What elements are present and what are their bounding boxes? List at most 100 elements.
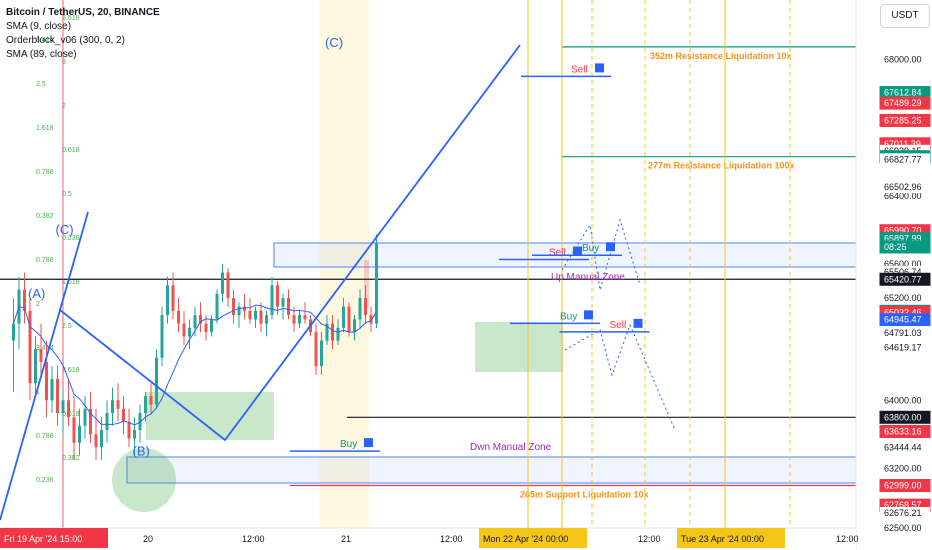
price-tag-bg	[880, 153, 930, 166]
price-tick: 65200.00	[884, 293, 922, 303]
indicator-sma89[interactable]: SMA (89, close)	[6, 49, 77, 60]
price-tag-bg	[879, 240, 931, 254]
candle-body	[100, 430, 103, 448]
fib-label: 1.618	[62, 279, 80, 286]
candle-body	[210, 319, 213, 333]
down-zone-box	[126, 456, 857, 484]
candle-body	[78, 425, 81, 443]
candle-body	[369, 315, 373, 324]
fib-label: 3.414	[36, 37, 54, 44]
candle-body	[182, 323, 186, 337]
indicator-orderblock[interactable]: Orderblock_v06 (300, 0, 2)	[6, 35, 125, 46]
candle-body	[155, 357, 158, 405]
fib-label: 2	[62, 103, 66, 110]
candle-body	[94, 434, 98, 448]
price-tag-bg	[879, 113, 931, 127]
candle-body	[259, 310, 263, 324]
candle-body	[193, 315, 197, 328]
price-tag: 65032.46	[884, 307, 922, 317]
candle-body	[287, 298, 290, 316]
time-tag-bg	[677, 528, 785, 548]
orderblock-red	[364, 260, 369, 308]
session-highlight	[319, 0, 369, 528]
candle-body	[265, 315, 268, 324]
price-tag-bg	[879, 272, 931, 286]
fib-label: 1.618	[36, 125, 54, 132]
candle-body	[171, 285, 175, 311]
candle-body	[270, 285, 274, 316]
fib-label: 0.236	[36, 477, 54, 484]
time-tag-bg	[479, 528, 587, 548]
fib-label: 3.618	[62, 15, 80, 22]
price-tag-bg	[880, 441, 930, 454]
candle-body	[105, 413, 109, 431]
price-tick: 64000.00	[884, 395, 922, 405]
candle-body	[23, 289, 26, 311]
fib-label: 3	[62, 59, 66, 66]
price-tag: 64945.47	[884, 315, 922, 325]
candle-body	[221, 272, 224, 294]
time-tick: 12:00	[440, 534, 463, 544]
price-tag-bg	[879, 313, 931, 327]
time-tick: 21	[341, 534, 351, 544]
candle-body	[122, 408, 125, 422]
wave-label: (C)	[56, 222, 74, 237]
price-tag-bg	[879, 424, 931, 438]
price-tag: 65420.77	[884, 274, 922, 284]
signal-icon	[633, 318, 643, 328]
fib-label: 0.382	[62, 455, 80, 462]
price-tick: 63200.00	[884, 463, 922, 473]
manual-zone-label: Dwn Manual Zone	[470, 442, 552, 453]
time-tag-bg	[0, 528, 108, 548]
fib-label: 0.786	[36, 169, 54, 176]
fib-label: 1	[36, 389, 40, 396]
candle-body	[342, 306, 345, 328]
candle-body	[28, 310, 32, 384]
candle-body	[34, 349, 37, 384]
candle-body	[177, 310, 180, 324]
time-tag: Tue 23 Apr '24 00:00	[681, 534, 764, 544]
fib-label: 0.618	[62, 411, 80, 418]
price-tag-bg	[880, 341, 930, 354]
signal-icon	[364, 438, 373, 448]
candle-body	[67, 400, 70, 418]
price-tick: 66400.00	[884, 191, 922, 201]
time-tick: 12:00	[242, 534, 265, 544]
candle-body	[226, 272, 230, 299]
candle-body	[160, 315, 164, 358]
candle-body	[375, 242, 378, 324]
candle-body	[276, 285, 279, 307]
candle-body	[133, 430, 136, 439]
fib-label: 3.618	[62, 367, 80, 374]
price-tag-bg	[880, 326, 930, 339]
fib-label: 0.5	[62, 191, 72, 198]
candle-body	[166, 285, 169, 316]
candle-body	[72, 417, 76, 443]
fib-label: 2.5	[62, 323, 72, 330]
support-circle	[112, 448, 176, 512]
fib-label: 0.236	[62, 235, 80, 242]
manual-zone-label: Up Manual Zone	[551, 272, 625, 283]
candle-body	[232, 298, 235, 316]
candle-body	[364, 298, 367, 316]
price-tick: 65600.00	[884, 259, 922, 269]
price-tag: 63444.44	[884, 443, 922, 453]
price-tag: 63800.00	[884, 412, 922, 422]
time-tag: Fri 19 Apr '24 15:00	[4, 534, 82, 544]
indicator-sma9[interactable]: SMA (9, close)	[6, 21, 72, 32]
candle-body	[12, 323, 15, 341]
candle-body	[336, 327, 340, 341]
price-tag-bg	[879, 479, 931, 493]
buy-label: Buy	[560, 311, 577, 322]
currency-button[interactable]: USDT	[880, 4, 930, 28]
symbol-title[interactable]: Bitcoin / TetherUS, 20, BINANCE	[6, 7, 160, 18]
fib-label: 0.786	[36, 433, 54, 440]
fib-label: 2.5	[36, 81, 46, 88]
signal-icon	[595, 63, 604, 73]
candle-body	[61, 400, 65, 414]
price-tick: 68000.00	[884, 55, 922, 65]
price-tag: 65897.99	[884, 234, 922, 244]
price-tag: 67489.29	[884, 98, 922, 108]
